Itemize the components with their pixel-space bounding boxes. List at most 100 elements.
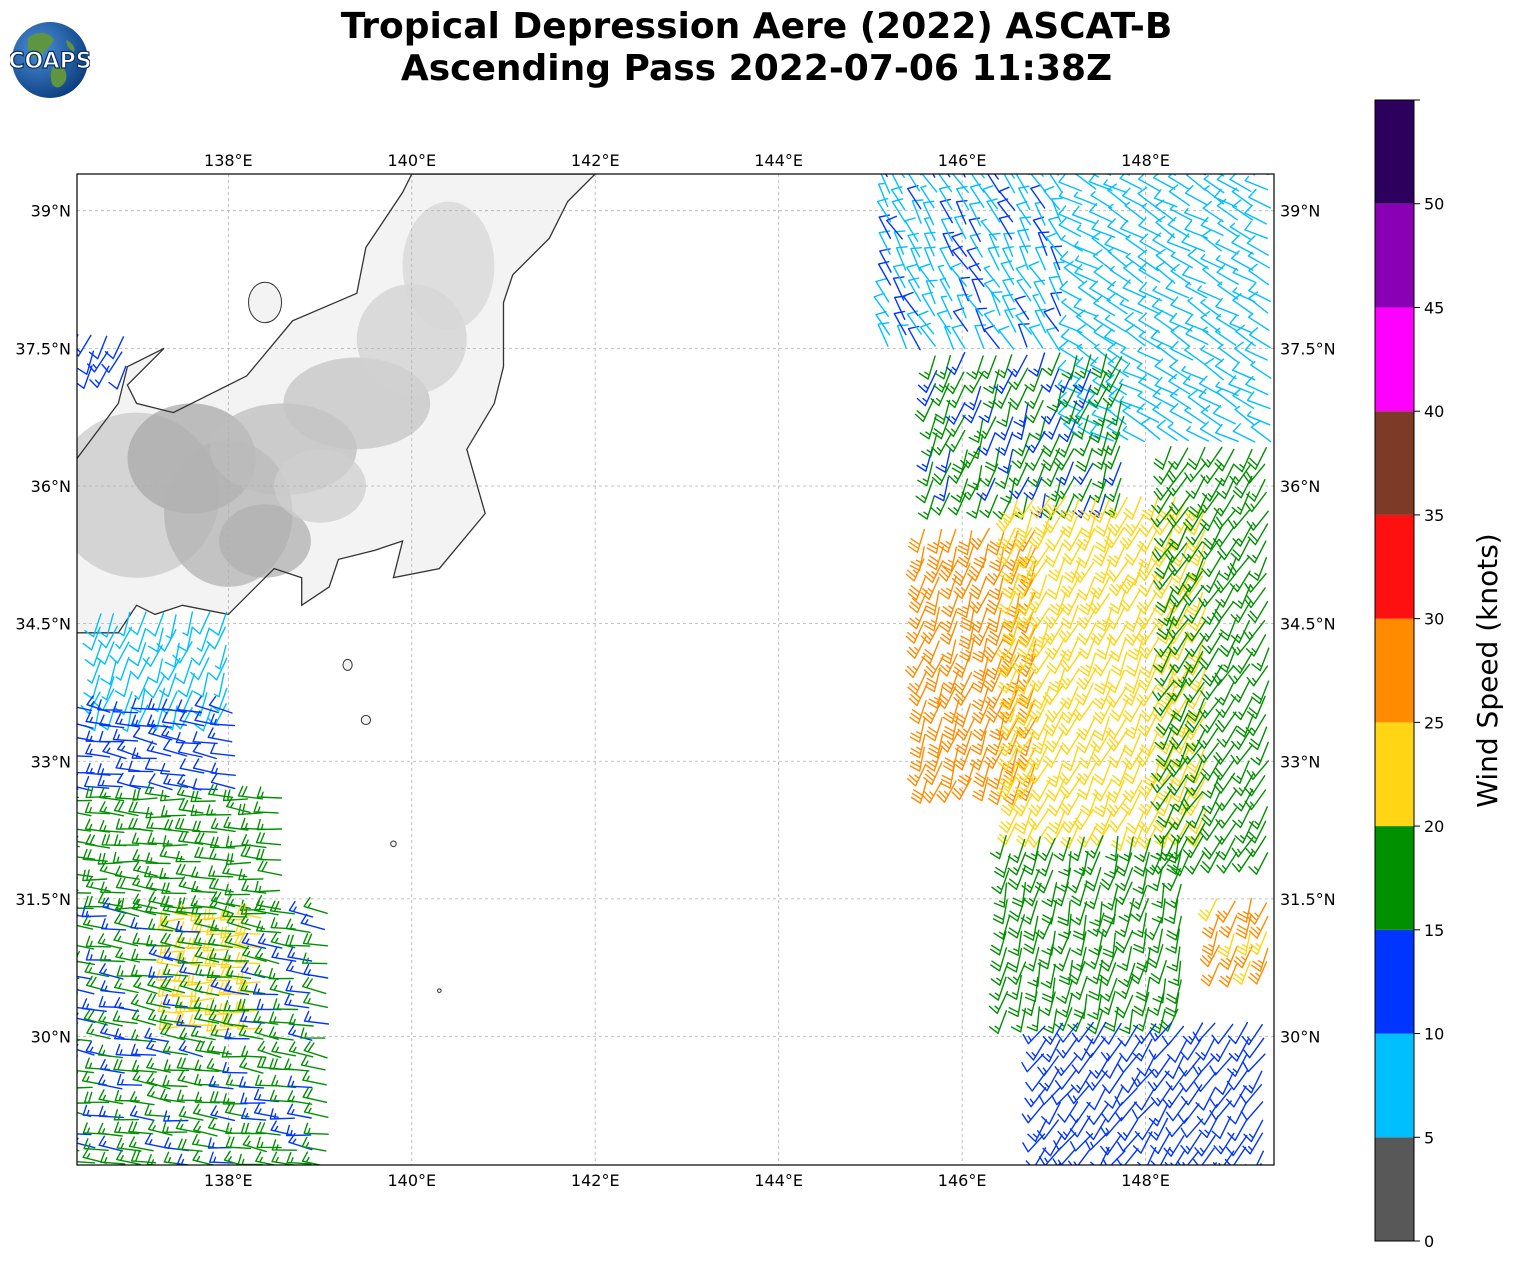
wind-barb <box>271 1041 297 1057</box>
wind-barb <box>1243 1070 1263 1094</box>
wind-barb <box>1138 262 1161 283</box>
wind-barb <box>1058 668 1080 690</box>
wind-barb <box>921 174 938 193</box>
wind-barb <box>1194 1135 1216 1157</box>
wind-barb <box>1184 346 1205 365</box>
wind-barb <box>990 947 1008 972</box>
wind-barb <box>1167 633 1189 656</box>
wind-barb <box>1107 248 1128 268</box>
wind-barb <box>1218 344 1239 363</box>
wind-barb <box>1005 668 1021 694</box>
wind-barb <box>993 882 1008 908</box>
wind-barb <box>1138 174 1161 192</box>
wind-barb <box>1246 760 1269 780</box>
wind-barb <box>1002 246 1015 271</box>
wind-barb <box>1108 388 1131 410</box>
wind-barb <box>988 780 1005 806</box>
wind-barb <box>1117 1132 1140 1152</box>
wind-barb <box>988 575 1004 600</box>
wind-barb <box>77 1038 92 1042</box>
colorbar-tick-label: 40 <box>1424 402 1444 421</box>
wind-barb <box>1201 774 1220 799</box>
wind-barb <box>145 935 172 947</box>
wind-barb <box>271 1139 298 1151</box>
wind-barb <box>1201 446 1223 468</box>
wind-barb <box>114 672 132 698</box>
wind-barb <box>209 999 235 1012</box>
wind-barb <box>1124 669 1142 694</box>
wind-barb <box>1132 912 1147 938</box>
wind-barb <box>1244 204 1267 225</box>
wind-barb <box>1080 174 1083 175</box>
wind-barb <box>1200 570 1221 594</box>
wind-barb <box>1218 174 1225 177</box>
wind-barb <box>178 876 204 893</box>
wind-barb <box>1232 697 1253 721</box>
wind-barb <box>240 913 266 930</box>
wind-barb <box>1201 229 1222 252</box>
wind-barb <box>1199 620 1221 642</box>
wind-barb <box>1170 263 1192 286</box>
wind-barb <box>1008 897 1026 922</box>
wind-barb <box>1007 930 1023 956</box>
wind-barb <box>85 730 111 743</box>
wind-barb <box>1021 1053 1045 1073</box>
wind-barb <box>195 1040 221 1055</box>
wind-barb <box>193 1120 218 1137</box>
wind-barb <box>1041 899 1057 925</box>
wind-barb <box>1196 1103 1218 1126</box>
wind-barb <box>132 893 158 910</box>
wind-barb <box>1199 508 1220 532</box>
wind-barb <box>1186 776 1207 800</box>
wind-barb <box>131 747 157 760</box>
wind-barb <box>919 415 937 440</box>
wind-barb <box>1055 461 1074 486</box>
wind-barb <box>1233 945 1253 969</box>
wind-barb <box>77 828 92 832</box>
wind-barb <box>1030 184 1046 209</box>
wind-barb <box>999 685 1017 711</box>
wind-barb <box>1058 621 1080 643</box>
wind-barb <box>1165 279 1189 299</box>
wind-barb <box>1231 234 1254 255</box>
wind-barb <box>209 713 236 727</box>
wind-barb <box>936 780 957 803</box>
wind-barb <box>240 980 266 995</box>
map-frame <box>76 173 1275 1166</box>
wind-barb <box>911 199 924 224</box>
wind-barb <box>159 941 186 954</box>
wind-barb <box>1198 587 1221 608</box>
wind-barb <box>1143 762 1160 788</box>
wind-barb <box>1004 307 1017 333</box>
wind-barb <box>982 185 998 210</box>
wind-barb <box>1048 216 1062 241</box>
wind-barb <box>1230 600 1252 623</box>
wind-barb <box>1025 1038 1047 1061</box>
wind-barb <box>1167 174 1190 190</box>
wind-barb <box>966 494 983 519</box>
wind-barb <box>1183 681 1205 704</box>
wind-barb <box>1059 793 1081 816</box>
lon-tick-top: 142°E <box>571 151 620 170</box>
wind-barb <box>1009 476 1030 500</box>
wind-barb <box>1120 348 1143 365</box>
wind-barb <box>1068 1149 1090 1165</box>
wind-barb <box>1027 961 1041 987</box>
wind-barb <box>1094 343 1114 364</box>
coastline-path <box>77 174 597 634</box>
wind-barb <box>951 324 966 349</box>
wind-barb <box>1185 728 1206 752</box>
wind-barb <box>978 355 997 380</box>
wind-barb <box>1248 931 1268 956</box>
wind-barb <box>917 370 938 393</box>
wind-barb <box>225 1136 251 1150</box>
wind-barb <box>922 200 935 226</box>
wind-barb <box>268 1026 294 1041</box>
wind-barb <box>1214 327 1237 346</box>
colorbar-bin <box>1375 307 1414 412</box>
wind-barb <box>1072 368 1092 393</box>
wind-barb <box>1014 544 1033 569</box>
wind-barb <box>1244 175 1269 191</box>
wind-barb <box>162 1121 188 1133</box>
wind-barb <box>224 1027 250 1040</box>
